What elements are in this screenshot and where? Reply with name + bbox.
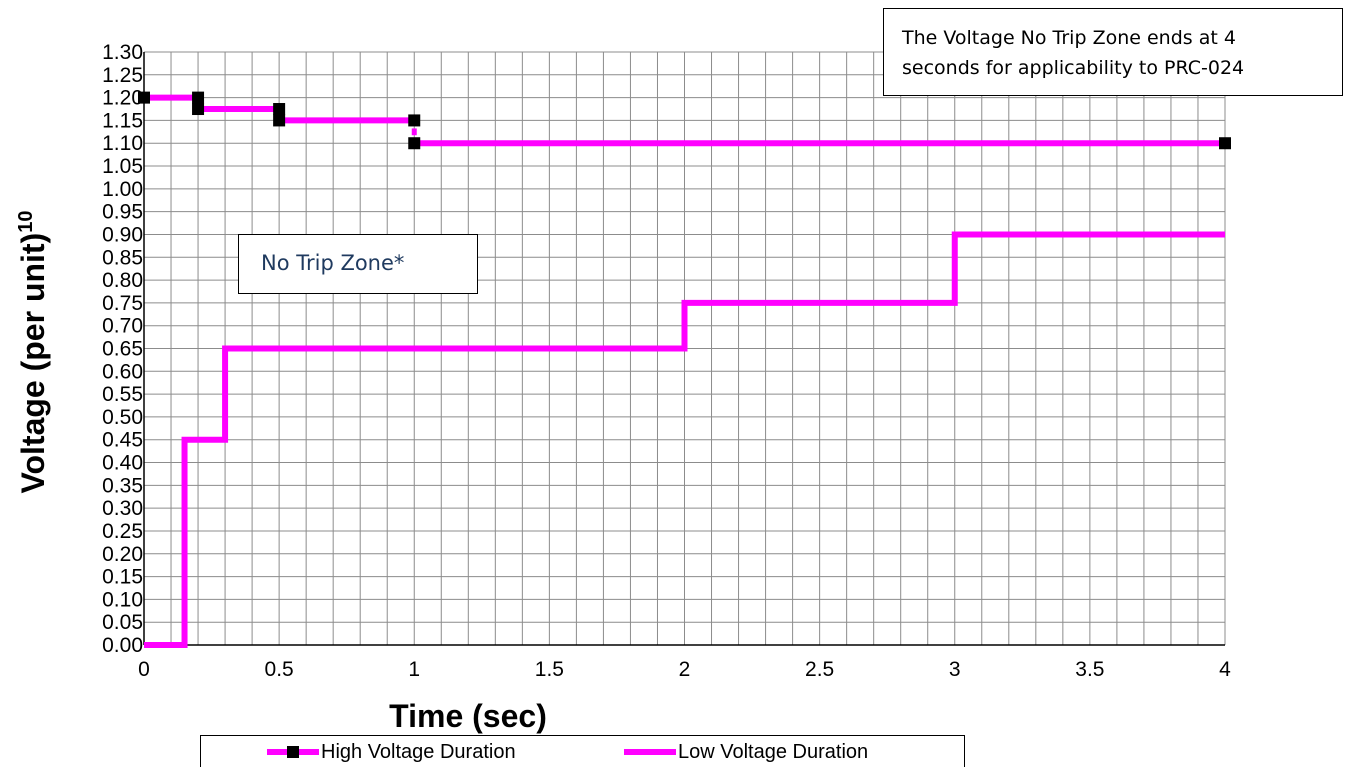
high-voltage-duration-marker bbox=[1219, 137, 1231, 150]
legend: High Voltage Duration Low Voltage Durati… bbox=[200, 735, 965, 767]
y-tick-label: 0.75 bbox=[102, 292, 143, 315]
y-tick-label: 0.30 bbox=[102, 497, 143, 520]
legend-item-low-voltage: Low Voltage Duration bbox=[624, 738, 868, 766]
high-voltage-duration-marker bbox=[273, 114, 286, 127]
x-tick-label: 1.5 bbox=[535, 658, 564, 681]
no-trip-zone-label: No Trip Zone* bbox=[238, 234, 478, 294]
applicability-note-line2: seconds for applicability to PRC-024 bbox=[902, 57, 1245, 79]
legend-low-voltage-label: Low Voltage Duration bbox=[678, 740, 869, 763]
applicability-note-line1: The Voltage No Trip Zone ends at 4 bbox=[902, 27, 1236, 49]
y-tick-label: 1.10 bbox=[102, 132, 143, 155]
series-lines bbox=[144, 94, 1225, 648]
high-voltage-duration-marker bbox=[408, 137, 421, 150]
y-tick-label: 1.30 bbox=[102, 41, 143, 64]
series-markers bbox=[138, 91, 1231, 150]
y-tick-label: 0.95 bbox=[102, 201, 143, 224]
y-axis-title-superscript: 10 bbox=[15, 211, 37, 233]
legend-high-voltage-label: High Voltage Duration bbox=[321, 740, 516, 763]
x-tick-label: 2 bbox=[679, 658, 691, 681]
y-tick-label: 0.70 bbox=[102, 315, 143, 338]
x-tick-label: 2.5 bbox=[805, 658, 834, 681]
y-tick-label: 0.50 bbox=[102, 406, 143, 429]
high-voltage-duration-marker bbox=[192, 91, 205, 104]
high-voltage-duration-marker bbox=[273, 103, 286, 116]
y-tick-label: 0.00 bbox=[102, 634, 143, 657]
no-trip-zone-text: No Trip Zone* bbox=[261, 251, 405, 275]
high-voltage-duration-marker bbox=[138, 91, 150, 104]
y-tick-label: 0.60 bbox=[102, 360, 143, 383]
y-tick-label: 0.25 bbox=[102, 520, 143, 543]
tick-labels: 0 0.5 1 1.5 2 2.5 3 3.5 4 0.000.050.100.150.200.2… bbox=[102, 41, 1231, 681]
applicability-note: The Voltage No Trip Zone ends at 4 secon… bbox=[883, 8, 1343, 96]
y-tick-label: 0.65 bbox=[102, 338, 143, 361]
y-tick-label: 1.25 bbox=[102, 64, 143, 87]
y-axis-title-text: Voltage (per unit) bbox=[15, 233, 51, 494]
x-tick-label: 3 bbox=[949, 658, 961, 681]
low-voltage-swatch-icon bbox=[624, 749, 676, 755]
y-tick-label: 0.90 bbox=[102, 223, 143, 246]
high-voltage-duration-marker bbox=[192, 103, 205, 116]
y-tick-label: 0.80 bbox=[102, 269, 143, 292]
x-axis-title: Time (sec) bbox=[389, 698, 547, 734]
y-tick-label: 0.10 bbox=[102, 588, 143, 611]
high-voltage-duration-marker bbox=[408, 114, 421, 127]
x-tick-label: 0.5 bbox=[265, 658, 294, 681]
y-tick-label: 1.20 bbox=[102, 87, 143, 110]
y-axis-title: Voltage (per unit)10 bbox=[15, 211, 51, 494]
y-tick-label: 1.05 bbox=[102, 155, 143, 178]
y-tick-label: 0.85 bbox=[102, 246, 143, 269]
x-tick-label: 3.5 bbox=[1075, 658, 1104, 681]
x-tick-label: 1 bbox=[408, 658, 420, 681]
x-tick-label: 0 bbox=[138, 658, 150, 681]
high-voltage-swatch-icon bbox=[267, 746, 319, 758]
legend-item-high-voltage: High Voltage Duration bbox=[267, 738, 516, 766]
y-tick-label: 0.05 bbox=[102, 611, 143, 634]
y-tick-label: 1.00 bbox=[102, 178, 143, 201]
y-tick-label: 0.15 bbox=[102, 566, 143, 589]
x-tick-label: 4 bbox=[1219, 658, 1231, 681]
y-tick-label: 1.15 bbox=[102, 109, 143, 132]
low-voltage-duration-line bbox=[144, 231, 1225, 648]
y-tick-label: 0.20 bbox=[102, 543, 143, 566]
y-tick-label: 0.40 bbox=[102, 452, 143, 475]
y-tick-label: 0.55 bbox=[102, 383, 143, 406]
y-tick-label: 0.35 bbox=[102, 474, 143, 497]
y-tick-label: 0.45 bbox=[102, 429, 143, 452]
